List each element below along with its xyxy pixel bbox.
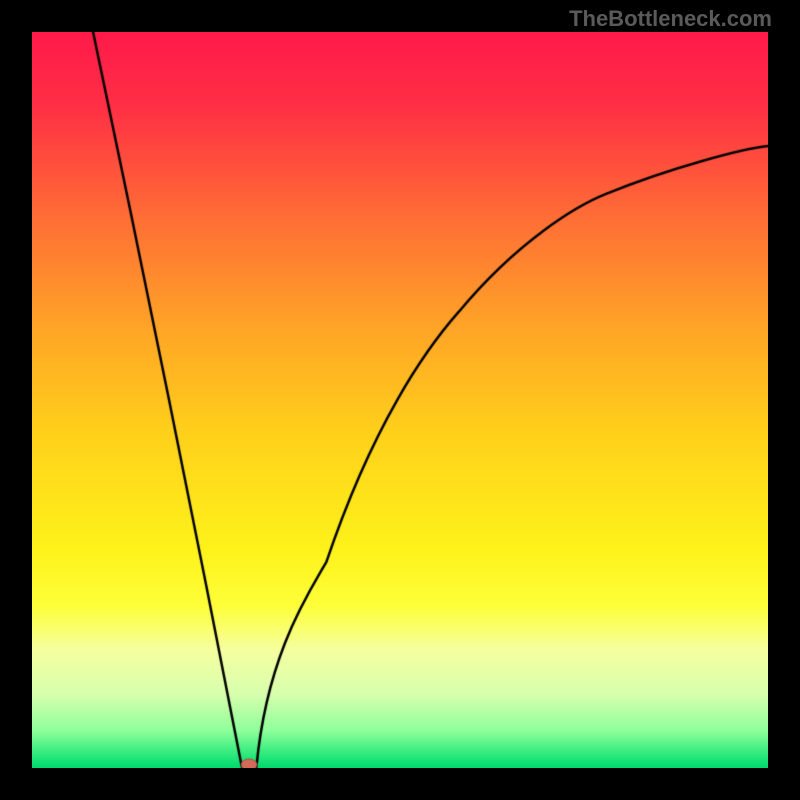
watermark-label: TheBottleneck.com [569, 6, 772, 32]
figure-root: TheBottleneck.com [0, 0, 800, 800]
curve-layer [32, 32, 768, 768]
plot-area [32, 32, 768, 768]
